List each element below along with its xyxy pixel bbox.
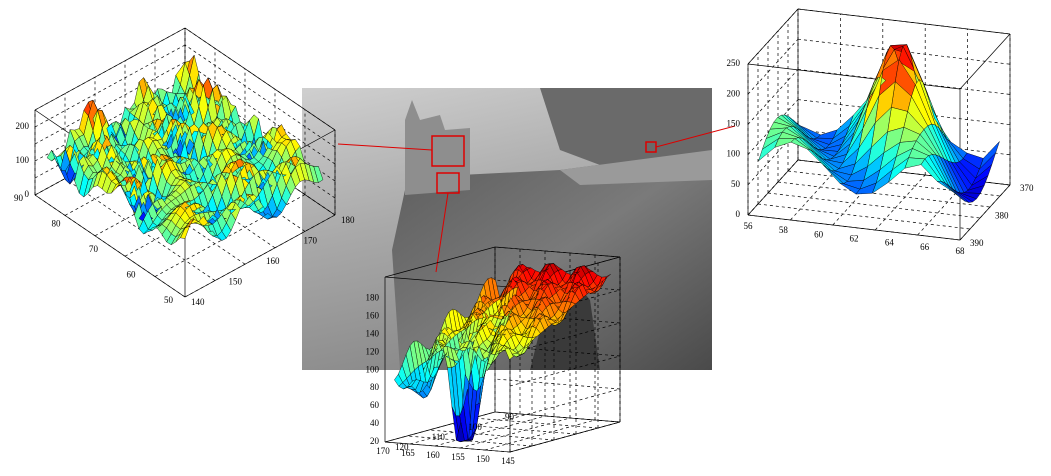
- y-tick-label: 70: [89, 244, 99, 254]
- surface-mesh: [47, 55, 323, 245]
- z-tick-label: 0: [736, 209, 741, 219]
- x-tick-label: 68: [956, 246, 966, 256]
- grid-line: [748, 69, 798, 124]
- z-tick-label: 200: [727, 88, 741, 98]
- y-tick-label: 390: [970, 238, 984, 248]
- x-tick-label: 180: [341, 215, 355, 225]
- grid-line: [473, 418, 598, 428]
- x-tick-label: 160: [266, 256, 280, 266]
- surface-mesh: [758, 45, 999, 203]
- box-edge: [798, 9, 1010, 34]
- grid-line: [435, 416, 545, 446]
- figure: 1401501601701805060708090010020014515015…: [0, 0, 1051, 476]
- box-edge: [748, 160, 798, 215]
- y-tick-label: 120: [395, 442, 409, 452]
- z-tick-label: 140: [366, 328, 380, 338]
- y-tick-label: 100: [468, 422, 482, 432]
- x-tick-label: 64: [885, 238, 895, 248]
- grid-line: [768, 193, 980, 218]
- x-tick-label: 140: [191, 297, 205, 307]
- box-edge: [960, 34, 1010, 89]
- grid-line: [758, 204, 970, 229]
- y-tick-label: 370: [1020, 183, 1034, 193]
- box-edge: [510, 422, 620, 452]
- grid-line: [429, 430, 554, 440]
- x-tick-label: 170: [376, 446, 390, 456]
- x-tick-label: 66: [920, 242, 930, 252]
- y-tick-label: 90: [505, 412, 515, 422]
- z-tick-label: 50: [731, 179, 741, 189]
- x-tick-label: 170: [304, 236, 318, 246]
- z-tick-label: 200: [16, 121, 30, 131]
- x-tick-label: 56: [744, 221, 754, 231]
- x-tick-label: 62: [850, 234, 859, 244]
- y-tick-label: 380: [995, 211, 1009, 221]
- z-tick-label: 150: [727, 118, 741, 128]
- z-tick-label: 160: [366, 310, 380, 320]
- y-tick-label: 110: [432, 432, 446, 442]
- z-tick-label: 100: [366, 364, 380, 374]
- z-tick-label: 20: [370, 436, 380, 446]
- x-tick-label: 150: [229, 277, 243, 287]
- x-tick-label: 160: [426, 450, 440, 460]
- x-tick-label: 58: [779, 225, 789, 235]
- box-edge: [748, 9, 798, 64]
- grid-line: [485, 420, 595, 450]
- z-tick-label: 60: [370, 400, 380, 410]
- y-tick-label: 90: [14, 193, 24, 203]
- y-tick-label: 50: [164, 295, 174, 305]
- z-tick-label: 100: [16, 155, 30, 165]
- y-tick-label: 60: [127, 270, 137, 280]
- z-tick-label: 100: [727, 149, 741, 159]
- grid-line: [495, 379, 620, 389]
- z-tick-label: 250: [727, 58, 741, 68]
- x-tick-label: 145: [501, 456, 515, 466]
- x-tick-label: 60: [814, 229, 824, 239]
- z-tick-label: 0: [25, 189, 30, 199]
- x-tick-label: 155: [451, 452, 465, 462]
- x-tick-label: 150: [476, 454, 490, 464]
- surface-plot: 56 58 60 62 64 66 68 370 380 390 0 50 100 150 200 250: [727, 9, 1035, 256]
- z-tick-label: 180: [366, 293, 380, 303]
- z-tick-label: 120: [366, 346, 380, 356]
- y-tick-label: 80: [52, 219, 62, 229]
- z-tick-label: 40: [370, 418, 380, 428]
- z-tick-label: 80: [370, 382, 380, 392]
- box-edge: [748, 64, 960, 89]
